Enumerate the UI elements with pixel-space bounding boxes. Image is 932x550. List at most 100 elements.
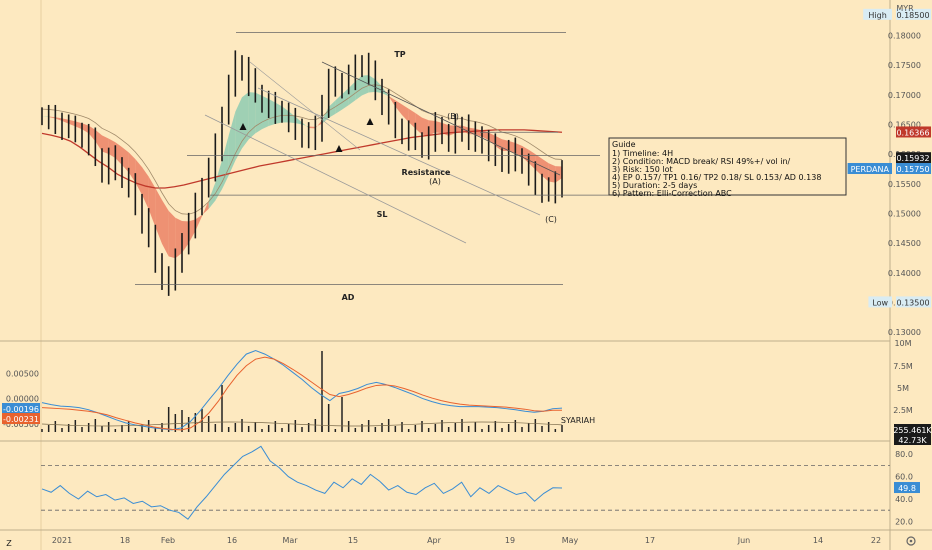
ema-ribbon-segment (155, 188, 162, 244)
annotation-label: TP (394, 50, 405, 59)
ema-ribbon-segment (102, 135, 109, 154)
price-axis-tick-label: 0.17000 (888, 91, 921, 100)
channel-lower-line[interactable] (204, 114, 467, 244)
guide-box[interactable]: Guide 1) Timeline: 4H 2) Condition: MACD… (608, 137, 847, 198)
annotation-label: SL (377, 210, 388, 219)
badge-value: 0.16366 (896, 128, 929, 137)
ema-ribbon-segment (148, 176, 156, 227)
ema-ribbon-segment (495, 135, 502, 151)
ema-ribbon-segment (362, 75, 369, 96)
ema-ribbon-segment (108, 138, 116, 158)
fan-line[interactable] (249, 61, 361, 151)
ema-ribbon-segment (115, 142, 122, 166)
price-axis-tick-label: 0.18000 (888, 32, 921, 41)
rsi-panel[interactable] (41, 445, 890, 520)
channel-upper-line[interactable] (321, 61, 561, 176)
ema-ribbon-segment (48, 116, 56, 119)
ema-ribbon-segment (42, 116, 49, 118)
guide-title: Guide (612, 140, 636, 149)
guide-line-3: 3) Risk: 150 lot (612, 165, 673, 174)
rsi-value-badge[interactable]: 49.8 (894, 482, 920, 494)
ema-ribbon-segment (508, 140, 516, 154)
badge-label-bg (847, 163, 892, 174)
rsi-axis-tick-label: 60.0 (895, 473, 913, 482)
ema-ribbon-segment (422, 117, 429, 136)
ema-ribbon-segment (342, 88, 349, 110)
volume-axis-tick-label: 7.5M (893, 362, 913, 371)
macd-panel[interactable] (41, 350, 563, 432)
ema-ribbon-segment (75, 121, 82, 130)
badge-value: 255.461K (893, 426, 932, 435)
ema-ribbon-segment (195, 215, 202, 231)
badge-value-bg (896, 8, 931, 20)
badge-value: 0.15750 (896, 165, 929, 174)
price-axis-tick-label: 0.14500 (888, 239, 921, 248)
level-badge[interactable]: 0.15932 (896, 152, 931, 164)
time-axis-tick-label: May (562, 536, 579, 545)
macd-value-badge[interactable]: -0.00196 (2, 403, 40, 414)
rsi-line[interactable] (41, 445, 563, 520)
time-axis-tick-label: 17 (645, 536, 655, 545)
ema-ribbon-segment (222, 135, 229, 190)
badge-value: -0.00231 (3, 415, 39, 424)
ema-ribbon-segment (168, 210, 176, 259)
logo-text: Z (6, 539, 12, 548)
signal-triangle-marker (335, 145, 343, 152)
ma-value-badge[interactable]: 0.16366 (896, 126, 931, 138)
guide-line-5: 5) Duration: 2-5 days (612, 181, 697, 190)
macd-axis-tick-label: 0.00000 (6, 395, 39, 404)
low-badge[interactable]: 0.13500 Low (868, 296, 931, 308)
ema-ribbon-segment (315, 120, 322, 129)
settings-gear-icon[interactable] (906, 536, 916, 546)
ema-ribbon-segment (95, 129, 102, 152)
high-badge[interactable]: 0.18500 High (863, 8, 931, 20)
badge-value: 0.13500 (896, 298, 929, 307)
time-axis-tick-label: 15 (348, 536, 358, 545)
ema-ribbon-segment (548, 163, 556, 183)
channel-mid-line[interactable] (257, 87, 541, 216)
ema-ribbon-segment (55, 117, 62, 121)
currency-label: MYR (896, 4, 914, 13)
axes: 0.180000.175000.170000.165000.160000.155… (2, 8, 932, 545)
ema-ribbon-segment (82, 123, 89, 134)
guide-line-1: 1) Timeline: 4H (612, 149, 673, 158)
ema-ribbon-segment (122, 147, 129, 173)
signal-line[interactable] (41, 356, 562, 431)
ema-ribbon-segment (428, 120, 436, 136)
volume-value-badge[interactable]: 255.461K (893, 424, 932, 435)
ema-ribbon-segment (482, 130, 489, 141)
macd-line[interactable] (41, 350, 563, 431)
ema-ribbon-segment (515, 143, 522, 158)
ema-ribbon-segment (275, 102, 282, 124)
badge-value: -0.00196 (3, 405, 39, 414)
ema-ribbon-segment (522, 145, 529, 163)
volume-ma-line (41, 421, 563, 427)
badge-value: 49.8 (898, 484, 916, 493)
badge-label-bg (863, 8, 892, 20)
ema-ribbon-segment (368, 75, 376, 93)
guide-line-2: 2) Condition: MACD break/ RSI 49%+/ vol … (612, 157, 791, 166)
annotation-label: (A) (429, 177, 441, 186)
price-axis-tick-label: 0.16500 (888, 121, 921, 130)
last-price-badge[interactable]: 0.15750 PERDANA (847, 163, 931, 174)
time-axis-tick-label: 16 (227, 536, 237, 545)
badge-bg (2, 403, 40, 414)
ema-ribbon-segment (248, 92, 256, 140)
ema-ribbon-segment (295, 116, 302, 125)
ema-ribbon-segment (162, 199, 169, 257)
rsi-axis-tick-label: 40.0 (895, 495, 913, 504)
badge-value: 0.18500 (896, 11, 929, 20)
tradingview-logo[interactable]: Z (4, 537, 14, 548)
ema-ribbon-segment (268, 99, 276, 127)
ema-ribbon-segment (335, 94, 342, 114)
time-axis-tick-label: Apr (427, 536, 442, 545)
price-panel[interactable] (41, 32, 623, 296)
signal-value-badge[interactable]: -0.00231 (2, 413, 40, 424)
ema-ribbon-segment (188, 219, 196, 244)
volume-ma-value-badge[interactable]: 42.73K (894, 434, 931, 445)
guide-frame (608, 137, 847, 196)
volume-axis-tick-label: 10M (894, 339, 911, 348)
badge-bg (894, 424, 931, 435)
